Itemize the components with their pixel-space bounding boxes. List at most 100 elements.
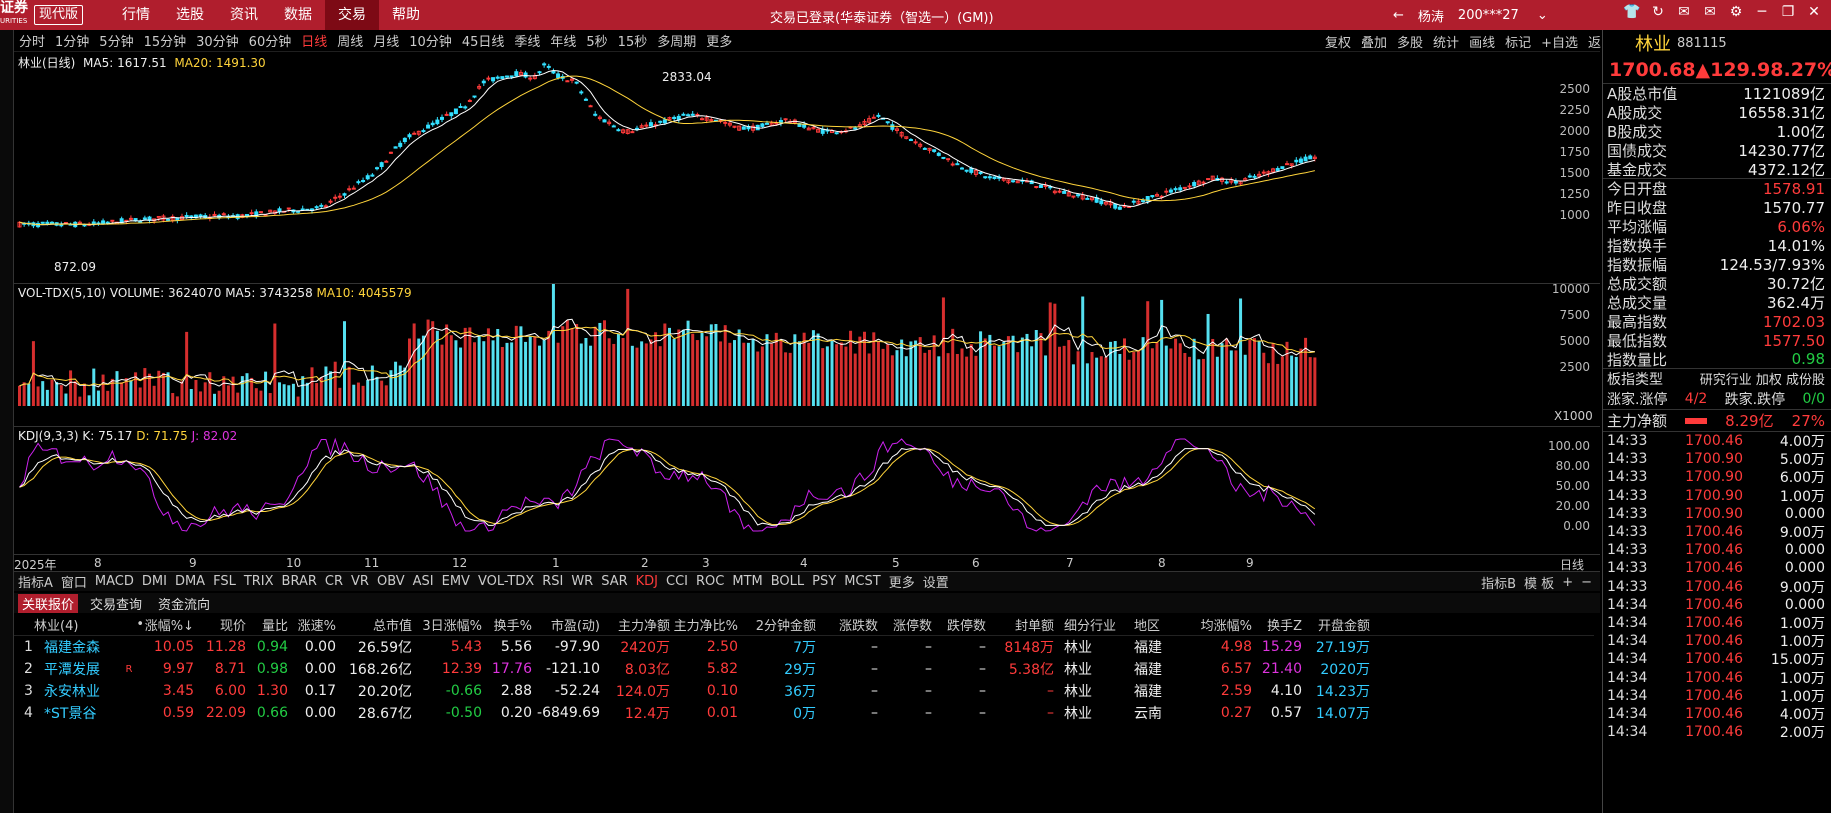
message-icon[interactable]: ✉ — [1678, 4, 1690, 20]
period-1[interactable]: 1分钟 — [55, 35, 90, 50]
table-row[interactable]: 4 *ST景谷 0.59 22.09 0.66 0.00 28.67亿 -0.50 0.20 -6… — [14, 702, 1594, 724]
minimize-icon[interactable]: ─ — [1757, 4, 1767, 20]
tab-2[interactable]: 资金流向 — [158, 597, 211, 613]
indicator-9[interactable]: VR — [351, 574, 369, 589]
indicator-20[interactable]: MTM — [732, 574, 763, 589]
period-5[interactable]: 60分钟 — [248, 35, 292, 50]
left-strip[interactable] — [0, 30, 14, 813]
period-right-6[interactable]: +自选 — [1541, 35, 1578, 51]
account-selector[interactable]: 200***27 ⌄ — [1457, 7, 1548, 23]
period-15[interactable]: 多周期 — [657, 35, 697, 50]
table-row[interactable]: 1 福建金森 10.05 11.28 0.94 0.00 26.59亿 5.43 5.56 -97… — [14, 636, 1594, 658]
col-7[interactable]: 3日涨幅% — [422, 619, 482, 634]
indicator-16[interactable]: SAR — [601, 574, 628, 589]
col-16[interactable]: 封单额 — [1014, 619, 1054, 634]
indicator-5[interactable]: FSL — [213, 574, 236, 589]
col-2[interactable]: 涨幅%↓ — [144, 619, 194, 634]
gear-icon[interactable]: ⚙ — [1729, 4, 1743, 20]
indicator-13[interactable]: VOL-TDX — [477, 574, 535, 589]
col-1[interactable]: • — [136, 617, 144, 632]
menu-item-4[interactable]: 交易 — [325, 0, 380, 30]
indicator-10[interactable]: OBV — [376, 574, 405, 589]
refresh-icon[interactable]: ↻ — [1652, 4, 1664, 20]
period-4[interactable]: 30分钟 — [196, 35, 239, 50]
col-11[interactable]: 主力净比% — [673, 619, 738, 634]
col-9[interactable]: 市盈(动) — [550, 619, 600, 634]
period-9[interactable]: 10分钟 — [409, 35, 452, 50]
indicator-right-0[interactable]: 指标B — [1481, 576, 1517, 592]
col-4[interactable]: 量比 — [261, 619, 288, 634]
period-2[interactable]: 5分钟 — [99, 35, 134, 50]
kdj-panel[interactable]: KDJ(9,3,3) K: 75.17 D: 71.75 J: 82.02 10… — [14, 426, 1600, 554]
col-13[interactable]: 涨跌数 — [838, 619, 878, 634]
period-8[interactable]: 月线 — [373, 35, 400, 50]
indicator-6[interactable]: TRIX — [243, 574, 274, 589]
col-15[interactable]: 跌停数 — [946, 619, 986, 634]
period-right-4[interactable]: 画线 — [1469, 35, 1496, 51]
col-3[interactable]: 现价 — [219, 619, 246, 634]
tab-1[interactable]: 交易查询 — [90, 597, 143, 613]
menu-item-0[interactable]: 行情 — [122, 7, 151, 23]
indicator-11[interactable]: ASI — [412, 574, 434, 589]
col-12[interactable]: 2分钟金额 — [755, 619, 816, 634]
maximize-icon[interactable]: ❐ — [1781, 4, 1795, 20]
indicator-21[interactable]: BOLL — [770, 574, 805, 589]
indicator-right-1[interactable]: 模 板 — [1524, 576, 1555, 592]
col-8[interactable]: 换手% — [493, 619, 532, 634]
period-7[interactable]: 周线 — [337, 35, 364, 50]
col-17[interactable]: 细分行业 — [1064, 619, 1117, 634]
indicator-right-3[interactable]: − — [1581, 574, 1592, 590]
period-right-2[interactable]: 多股 — [1397, 35, 1424, 51]
period-right-0[interactable]: 复权 — [1325, 35, 1352, 51]
back-arrow-icon[interactable]: ← — [1393, 7, 1404, 23]
kline-panel[interactable]: 林业(日线) MA5: 1617.51 MA20: 1491.30 2833.0… — [14, 52, 1600, 282]
period-13[interactable]: 5秒 — [586, 35, 608, 50]
period-10[interactable]: 45日线 — [461, 35, 505, 50]
menu-item-2[interactable]: 资讯 — [230, 7, 259, 23]
period-16[interactable]: 更多 — [706, 35, 733, 50]
mail-icon[interactable]: ✉ — [1704, 4, 1716, 20]
menu-item-1[interactable]: 选股 — [176, 7, 205, 23]
period-3[interactable]: 15分钟 — [143, 35, 187, 50]
indicator-0[interactable]: 指标A — [18, 576, 53, 591]
col-20[interactable]: 换手Z — [1267, 619, 1302, 634]
indicator-right-2[interactable]: + — [1562, 574, 1574, 590]
indicator-15[interactable]: WR — [571, 574, 594, 589]
indicator-23[interactable]: MCST — [844, 574, 881, 589]
col-21[interactable]: 开盘金额 — [1317, 619, 1370, 634]
col-5[interactable]: 涨速% — [297, 619, 336, 634]
table-row[interactable]: 3 永安林业 3.45 6.00 1.30 0.17 20.20亿 -0.66 2.88 -52.… — [14, 680, 1594, 702]
indicator-18[interactable]: CCI — [666, 574, 689, 589]
col-19[interactable]: 均涨幅% — [1200, 619, 1252, 634]
indicator-17[interactable]: KDJ — [635, 574, 659, 589]
version-selector[interactable]: 现代版 — [34, 5, 84, 25]
indicator-22[interactable]: PSY — [812, 574, 837, 589]
indicator-24[interactable]: 更多 — [888, 576, 915, 591]
indicator-25[interactable]: 设置 — [922, 576, 949, 591]
table-row[interactable]: 2 平潭发展 R 9.97 8.71 0.98 0.00 168.26亿 12.39 17.76-… — [14, 658, 1594, 680]
close-icon[interactable]: ✕ — [1808, 4, 1820, 20]
col-14[interactable]: 涨停数 — [892, 619, 932, 634]
menu-item-3[interactable]: 数据 — [284, 7, 313, 23]
indicator-3[interactable]: DMI — [141, 574, 167, 589]
period-11[interactable]: 季线 — [514, 35, 541, 50]
tab-0[interactable]: 关联报价 — [18, 593, 79, 613]
col-0[interactable]: 林业(4) — [34, 619, 79, 634]
period-6[interactable]: 日线 — [301, 35, 328, 50]
indicator-8[interactable]: CR — [324, 574, 344, 589]
period-12[interactable]: 年线 — [550, 35, 577, 50]
volume-panel[interactable]: VOL-TDX(5,10) VOLUME: 3624070 MA5: 37432… — [14, 283, 1600, 425]
indicator-7[interactable]: BRAR — [281, 574, 317, 589]
period-0[interactable]: 分时 — [19, 35, 46, 50]
user-name[interactable]: 杨涛 — [1417, 9, 1444, 25]
col-6[interactable]: 总市值 — [372, 619, 412, 634]
indicator-4[interactable]: DMA — [174, 574, 206, 589]
shirt-icon[interactable]: 👕 — [1623, 4, 1641, 20]
period-14[interactable]: 15秒 — [617, 35, 648, 50]
period-right-5[interactable]: 标记 — [1505, 35, 1532, 51]
menu-item-5[interactable]: 帮助 — [392, 7, 421, 23]
stock-name[interactable]: *ST景谷 — [44, 706, 97, 722]
indicator-14[interactable]: RSI — [542, 574, 564, 589]
indicator-1[interactable]: 窗口 — [60, 576, 87, 591]
period-right-3[interactable]: 统计 — [1433, 35, 1460, 51]
